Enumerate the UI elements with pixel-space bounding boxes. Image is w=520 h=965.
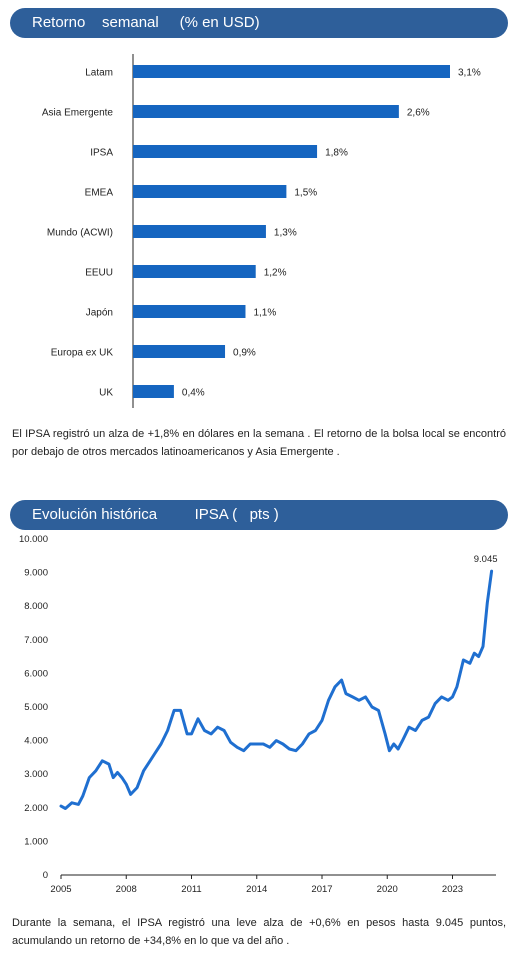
bar-category-label: Latam xyxy=(85,68,113,79)
bar-category-label: EEUU xyxy=(85,268,113,279)
x-tick-label: 2014 xyxy=(246,884,267,895)
bar xyxy=(133,345,226,358)
bar xyxy=(133,185,287,198)
bar xyxy=(133,145,318,158)
y-tick-label: 9.000 xyxy=(24,568,48,579)
x-tick-label: 2011 xyxy=(181,884,201,895)
x-tick-label: 2017 xyxy=(311,884,332,895)
y-tick-label: 2.000 xyxy=(24,803,48,814)
bar-value-label: 1,1% xyxy=(253,308,276,319)
bar-value-label: 2,6% xyxy=(407,108,430,119)
bar-category-label: EMEA xyxy=(85,188,114,199)
bar xyxy=(133,225,266,238)
bar-value-label: 1,3% xyxy=(274,228,297,239)
bar xyxy=(133,105,399,118)
weekly-return-bar-chart: Latam 3,1% Asia Emergente 2,6% IPSA 1,8% EMEA 1… xyxy=(42,54,481,408)
bar-category-label: Mundo (ACWI) xyxy=(47,228,113,239)
y-tick-label: 10.000 xyxy=(19,534,48,545)
bar-category-label: Asia Emergente xyxy=(42,108,114,119)
y-tick-label: 0 xyxy=(43,870,48,881)
bar-value-label: 1,2% xyxy=(264,268,287,279)
bar-category-label: UK xyxy=(99,388,113,399)
bar-value-label: 1,5% xyxy=(294,188,317,199)
section-header-weekly-return: Retorno semanal (% en USD) xyxy=(10,8,508,38)
y-tick-label: 1.000 xyxy=(24,836,48,847)
bar-category-label: Japón xyxy=(86,308,113,319)
ipsa-line-series xyxy=(59,569,494,810)
y-tick-label: 5.000 xyxy=(24,702,48,713)
y-tick-label: 4.000 xyxy=(24,736,48,747)
x-tick-label: 2008 xyxy=(116,884,137,895)
bar xyxy=(133,265,256,278)
x-tick-label: 2023 xyxy=(442,884,463,895)
bar-category-label: Europa ex UK xyxy=(51,348,114,359)
bar-value-label: 3,1% xyxy=(458,68,481,79)
x-tick-label: 2020 xyxy=(377,884,398,895)
bar-value-label: 0,4% xyxy=(182,388,205,399)
bar-category-label: IPSA xyxy=(90,148,113,159)
last-value-annotation: 9.045 xyxy=(474,554,498,565)
bar xyxy=(133,65,450,78)
weekly-return-commentary: El IPSA registró un alza de +1,8% en dól… xyxy=(12,428,506,458)
y-tick-label: 6.000 xyxy=(24,668,48,679)
bar-value-label: 0,9% xyxy=(233,348,256,359)
y-tick-label: 3.000 xyxy=(24,769,48,780)
bar-value-label: 1,8% xyxy=(325,148,348,159)
section-header-ipsa-history: Evolución histórica IPSA ( pts ) xyxy=(10,500,508,530)
bar xyxy=(133,385,174,398)
ipsa-history-commentary: Durante la semana, el IPSA registró una … xyxy=(12,917,506,947)
y-tick-label: 8.000 xyxy=(24,601,48,612)
bar xyxy=(133,305,246,318)
ipsa-history-line-chart: 0 1.000 2.000 3.000 4.000 5.000 6.000 7.000 8.00… xyxy=(19,534,498,895)
y-tick-label: 7.000 xyxy=(24,635,48,646)
x-tick-label: 2005 xyxy=(50,884,71,895)
